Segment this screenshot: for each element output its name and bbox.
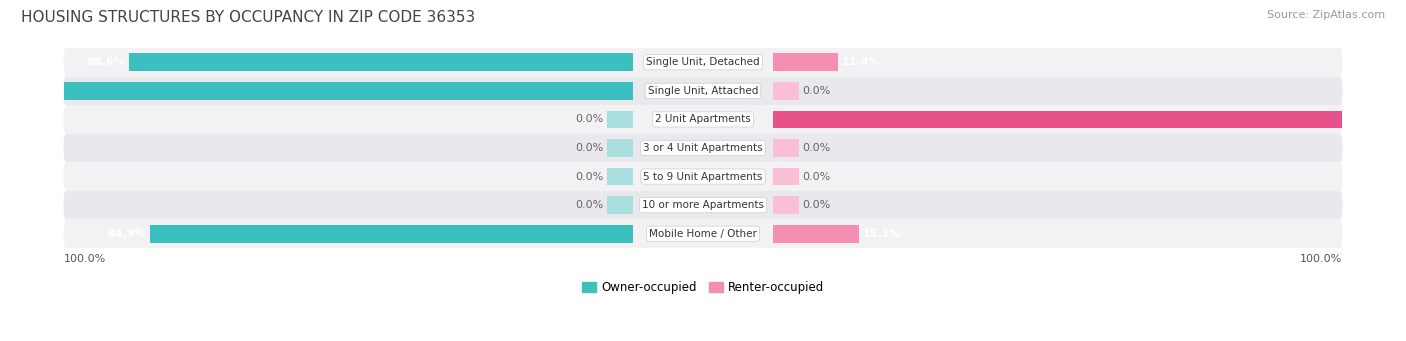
FancyBboxPatch shape (63, 162, 1343, 191)
Text: Single Unit, Detached: Single Unit, Detached (647, 57, 759, 67)
Text: 0.0%: 0.0% (575, 115, 605, 124)
Bar (607, 168, 633, 186)
Text: 0.0%: 0.0% (575, 143, 605, 153)
Text: 0.0%: 0.0% (801, 86, 831, 96)
Text: 84.9%: 84.9% (108, 229, 146, 239)
Bar (63, 82, 633, 100)
Bar (607, 139, 633, 157)
Text: 0.0%: 0.0% (801, 200, 831, 210)
Text: 100.0%: 100.0% (1346, 115, 1392, 124)
Text: 3 or 4 Unit Apartments: 3 or 4 Unit Apartments (643, 143, 763, 153)
Bar (773, 82, 799, 100)
Bar (773, 196, 799, 214)
FancyBboxPatch shape (63, 77, 1343, 105)
Bar (773, 54, 838, 71)
Text: 0.0%: 0.0% (801, 143, 831, 153)
FancyBboxPatch shape (63, 48, 1343, 77)
FancyBboxPatch shape (63, 134, 1343, 162)
Text: 15.1%: 15.1% (862, 229, 901, 239)
Bar (128, 54, 633, 71)
Text: Single Unit, Attached: Single Unit, Attached (648, 86, 758, 96)
Text: 2 Unit Apartments: 2 Unit Apartments (655, 115, 751, 124)
Bar (773, 225, 859, 242)
Text: 11.4%: 11.4% (841, 57, 880, 67)
Text: 0.0%: 0.0% (575, 200, 605, 210)
Legend: Owner-occupied, Renter-occupied: Owner-occupied, Renter-occupied (582, 281, 824, 294)
Bar (607, 110, 633, 128)
Text: 100.0%: 100.0% (63, 254, 105, 264)
Text: HOUSING STRUCTURES BY OCCUPANCY IN ZIP CODE 36353: HOUSING STRUCTURES BY OCCUPANCY IN ZIP C… (21, 10, 475, 25)
FancyBboxPatch shape (63, 191, 1343, 219)
Text: 0.0%: 0.0% (575, 172, 605, 181)
Bar (607, 196, 633, 214)
Text: Source: ZipAtlas.com: Source: ZipAtlas.com (1267, 10, 1385, 20)
FancyBboxPatch shape (63, 219, 1343, 248)
Bar (773, 110, 1343, 128)
Bar (773, 139, 799, 157)
Bar (773, 168, 799, 186)
Text: Mobile Home / Other: Mobile Home / Other (650, 229, 756, 239)
Text: 88.6%: 88.6% (87, 57, 125, 67)
Text: 0.0%: 0.0% (801, 172, 831, 181)
Text: 100.0%: 100.0% (1301, 254, 1343, 264)
Text: 5 to 9 Unit Apartments: 5 to 9 Unit Apartments (644, 172, 762, 181)
Text: 100.0%: 100.0% (14, 86, 60, 96)
Text: 10 or more Apartments: 10 or more Apartments (643, 200, 763, 210)
FancyBboxPatch shape (63, 105, 1343, 134)
Bar (149, 225, 633, 242)
